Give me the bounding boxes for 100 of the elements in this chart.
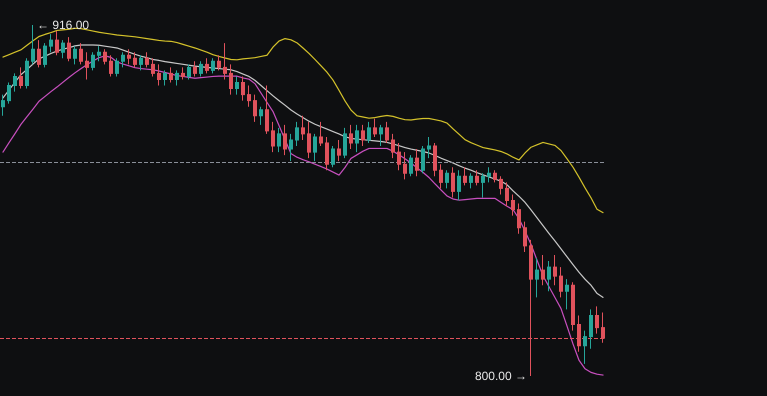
candlestick	[7, 82, 11, 104]
candlestick	[259, 106, 263, 126]
candlestick	[145, 52, 149, 68]
candlestick	[481, 172, 485, 198]
candlestick	[403, 152, 407, 180]
candlestick	[109, 54, 113, 77]
candlestick	[211, 58, 215, 74]
candlestick	[241, 76, 245, 102]
candlestick	[271, 121, 275, 153]
candlestick	[595, 306, 599, 334]
candlestick	[55, 30, 59, 56]
candlestick	[181, 66, 185, 80]
candlestick	[247, 85, 251, 108]
candlestick	[463, 166, 467, 186]
candlestick	[439, 164, 443, 189]
candlestick	[289, 133, 293, 162]
candlestick	[319, 121, 323, 147]
candlestick	[385, 121, 389, 144]
candlestick	[199, 60, 203, 77]
candlestick	[517, 203, 521, 234]
candlestick	[97, 46, 101, 62]
candlestick	[511, 194, 515, 216]
annotation: ← 916.00	[37, 18, 90, 32]
candlestick	[493, 170, 497, 183]
candlestick	[1, 94, 5, 116]
candlestick	[559, 266, 563, 298]
candlestick	[331, 146, 335, 168]
candlestick	[25, 58, 29, 90]
candlestick	[19, 66, 23, 90]
candlestick	[409, 154, 413, 177]
candlestick	[547, 260, 551, 292]
candlestick	[301, 115, 305, 140]
candlestick	[283, 124, 287, 156]
candlestick	[499, 176, 503, 195]
candlestick	[277, 127, 281, 153]
candlestick	[295, 121, 299, 147]
candlestick	[139, 54, 143, 71]
candlestick	[187, 64, 191, 80]
candlestick	[361, 124, 365, 147]
candlestick	[265, 85, 269, 134]
candlestick	[115, 58, 119, 77]
candlestick	[133, 52, 137, 68]
candlestick	[433, 142, 437, 177]
candlestick	[193, 60, 197, 77]
candlestick	[457, 170, 461, 201]
candlestick	[379, 124, 383, 147]
candlestick	[151, 58, 155, 77]
candlestick	[325, 136, 329, 171]
candlestick	[355, 124, 359, 153]
candlestick	[169, 66, 173, 83]
candlestick	[103, 48, 107, 65]
candlestick	[223, 42, 227, 80]
candlestick	[475, 170, 479, 186]
candlestick	[535, 257, 539, 298]
candlestick	[343, 127, 347, 159]
candlestick	[229, 64, 233, 96]
candlestick	[427, 136, 431, 159]
candlestick	[415, 148, 419, 177]
candlestick	[43, 42, 47, 68]
candlestick	[523, 221, 527, 252]
candlestick	[175, 70, 179, 86]
candlestick	[163, 70, 167, 86]
candlestick	[367, 121, 371, 144]
candlestick	[487, 166, 491, 183]
candlestick	[307, 121, 311, 159]
candlestick	[337, 139, 341, 162]
candlestick	[79, 42, 83, 65]
candlestick	[589, 308, 593, 350]
candlestick	[67, 36, 71, 62]
candlestick	[49, 34, 53, 53]
candlestick	[85, 52, 89, 80]
candlestick	[505, 182, 509, 208]
candlestick	[583, 330, 587, 364]
annotation: 800.00 →	[474, 369, 527, 383]
candlestick	[235, 76, 239, 96]
candlestick	[541, 254, 545, 286]
candlestick	[445, 170, 449, 189]
candlestick	[13, 72, 17, 92]
candlestick	[565, 278, 569, 310]
candlestick	[349, 124, 353, 150]
candlestick	[253, 94, 257, 122]
candlestick	[421, 146, 425, 174]
candlestick	[205, 58, 209, 74]
candlestick	[217, 54, 221, 71]
candlestick	[91, 52, 95, 71]
candlestick	[157, 64, 161, 86]
candlestick	[391, 133, 395, 159]
candlestick	[61, 40, 65, 59]
candlestick	[73, 46, 77, 65]
candlestick	[397, 142, 401, 171]
candlestick	[469, 172, 473, 189]
candlestick	[373, 118, 377, 138]
candlestick	[553, 254, 557, 286]
candlestick	[121, 52, 125, 68]
candlestick	[313, 133, 317, 162]
candlestick	[571, 282, 575, 332]
candlestick	[37, 40, 41, 68]
candlestick	[127, 48, 131, 65]
candlestick	[31, 24, 35, 65]
candlestick	[451, 166, 455, 198]
